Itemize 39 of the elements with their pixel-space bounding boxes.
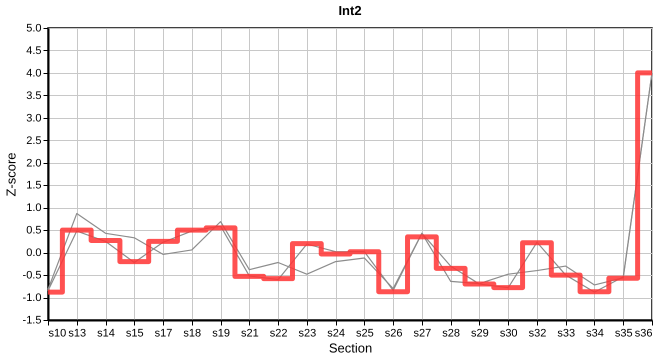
y-tick-label: 4.0 [26, 67, 42, 80]
y-tick-label: 5.0 [26, 22, 42, 34]
x-tick-label: s24 [327, 328, 345, 340]
x-tick-label: s25 [356, 328, 374, 340]
x-tick-label: s29 [471, 328, 489, 340]
x-tick-label: s23 [298, 328, 316, 340]
x-tick-label: s17 [154, 328, 172, 340]
x-tick-label: s26 [384, 328, 403, 340]
y-tick-label: 1.5 [26, 180, 42, 192]
x-tick-label: s35 [614, 328, 633, 340]
y-tick-label: 0.0 [26, 247, 42, 260]
y-tick-label: 2.0 [26, 157, 42, 170]
y-tick-label: 2.5 [26, 134, 42, 147]
x-tick-label: s21 [240, 328, 259, 340]
x-tick-label: s33 [557, 328, 576, 340]
y-axis-title: Z-score [4, 152, 19, 197]
x-tick-label: s36 [634, 328, 652, 340]
y-tick-label: -1.0 [22, 292, 42, 304]
x-tick-label: s13 [68, 328, 86, 340]
x-tick-label: s19 [212, 328, 230, 340]
y-tick-label: -0.5 [22, 270, 42, 282]
chart-title: Int2 [338, 3, 362, 18]
x-tick-label: s30 [500, 328, 518, 340]
x-tick-label: s22 [270, 328, 288, 340]
y-tick-label: 3.0 [26, 112, 42, 124]
x-tick-label: s34 [586, 328, 604, 340]
x-tick-label: s32 [528, 328, 546, 340]
y-tick-label: 1.0 [26, 202, 42, 214]
x-tick-label: s10 [48, 328, 66, 340]
x-tick-label: s27 [414, 328, 432, 340]
y-tick-label: -1.5 [22, 314, 42, 326]
y-tick-label: 0.5 [26, 224, 42, 237]
x-tick-label: s14 [97, 328, 115, 340]
y-tick-label: 3.5 [26, 90, 42, 102]
y-tick-label: 4.5 [26, 44, 42, 57]
x-tick-label: s15 [126, 328, 144, 340]
x-tick-label: s28 [442, 328, 460, 340]
x-axis-title: Section [328, 340, 372, 356]
x-tick-label: s18 [183, 328, 202, 340]
